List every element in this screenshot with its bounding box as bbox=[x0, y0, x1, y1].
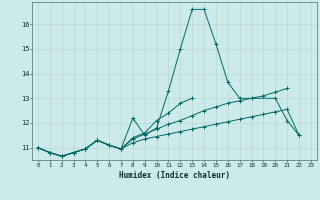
X-axis label: Humidex (Indice chaleur): Humidex (Indice chaleur) bbox=[119, 171, 230, 180]
